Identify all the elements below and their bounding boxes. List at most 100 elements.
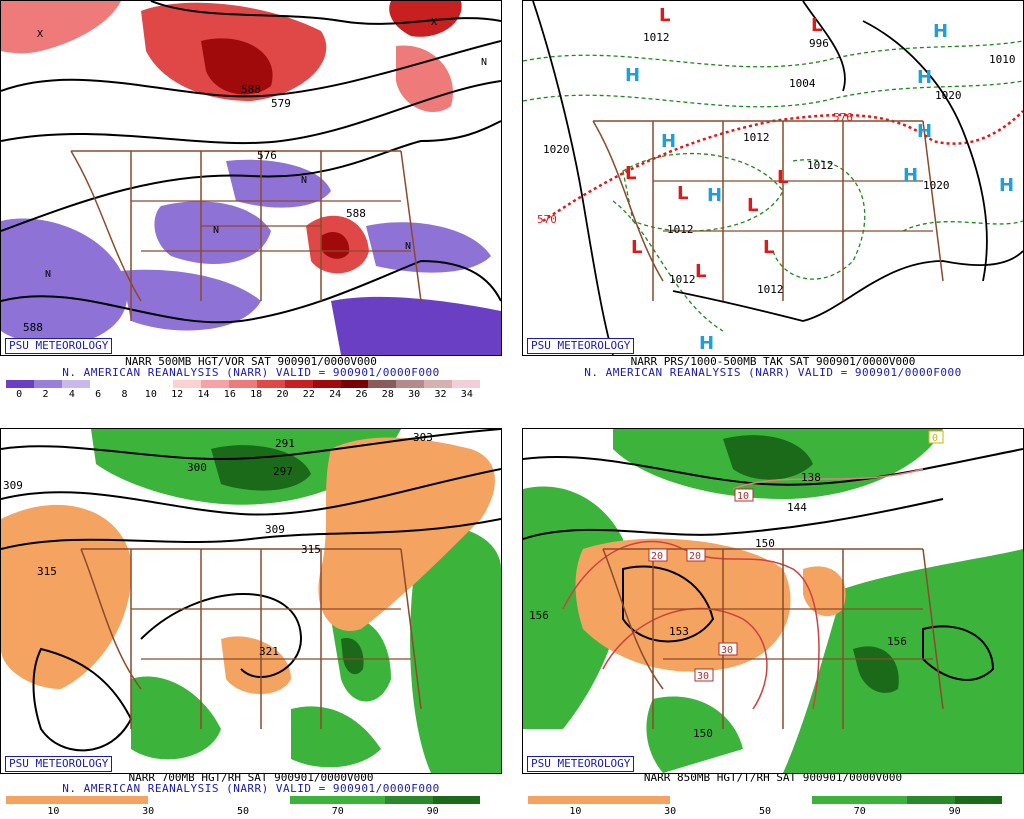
scale-swatch (452, 380, 480, 388)
scale-swatch (859, 796, 908, 804)
dry-area (221, 636, 291, 694)
temp-label: 30 (721, 645, 733, 656)
scale-swatch (575, 796, 623, 804)
scale-tick: 8 (121, 389, 128, 400)
map-canvas: 579 588 588 576 588 N N N N N X X (1, 1, 501, 355)
temp-label-box (648, 548, 668, 562)
scale-swatch (145, 380, 174, 388)
pressure-label: 1012 (667, 223, 694, 236)
height-label: 309 (3, 479, 23, 492)
symbol-n: N (45, 269, 51, 280)
reanalysis-caption: N. AMERICAN REANALYSIS (NARR) VALID = 90… (62, 366, 440, 379)
high-pressure-center: H (903, 165, 918, 186)
state-borders (80, 548, 422, 729)
scale-tick: 0 (16, 389, 23, 400)
height-label: 150 (755, 537, 775, 550)
psu-meteorology-badge: PSU METEOROLOGY (5, 338, 113, 354)
symbol-n: N (213, 225, 219, 236)
vorticity-area (389, 1, 462, 37)
panel-pressure-thickness: 1012 996 1004 1012 1020 1012 1012 1012 1… (522, 0, 1024, 402)
vorticity-min (366, 222, 491, 273)
height-contour (523, 448, 1023, 486)
vorticity-color-scale (6, 380, 480, 388)
height-contour (32, 647, 133, 752)
height-label: 309 (265, 523, 285, 536)
low-pressure-center: L (777, 167, 788, 188)
scale-tick: 70 (331, 806, 344, 817)
scale-swatch (6, 796, 54, 804)
height-contour (1, 429, 501, 461)
scale-tick: 24 (329, 389, 342, 400)
height-label: 144 (787, 501, 807, 514)
high-pressure-center: H (917, 67, 932, 88)
thickness-contour (523, 40, 1023, 68)
scale-tick: 20 (276, 389, 289, 400)
scale-swatch (195, 796, 244, 804)
scale-swatch (284, 380, 313, 388)
panel-500mb-vorticity: 579 588 588 576 588 N N N N N X X PSU ME… (0, 0, 502, 402)
height-label: 315 (37, 565, 57, 578)
scale-tick: 70 (853, 806, 866, 817)
pressure-label: 1010 (989, 53, 1016, 66)
symbol-n: N (481, 57, 487, 68)
height-label: 300 (187, 461, 207, 474)
high-pressure-center: H (699, 333, 714, 354)
scale-swatch (622, 796, 671, 804)
temp-label-box (734, 488, 754, 502)
height-label: 150 (693, 727, 713, 740)
height-contour (150, 1, 501, 25)
scale-swatch (765, 796, 813, 804)
moist-area (211, 445, 311, 491)
scale-tick: 16 (223, 389, 236, 400)
moist-area (410, 526, 501, 773)
height-label: 588 (23, 321, 43, 334)
thickness-label: 570 (537, 213, 557, 226)
chart-caption: NARR PRS/1000-500MB TAK SAT 900901/0000V… (630, 355, 916, 368)
vorticity-max (201, 38, 273, 95)
scale-tick: 32 (434, 389, 447, 400)
scale-tick: 14 (197, 389, 210, 400)
state-borders (131, 200, 411, 252)
thickness-contour (772, 159, 866, 280)
pressure-label: 1012 (643, 31, 670, 44)
temp-label: 30 (697, 671, 709, 682)
height-label: 291 (275, 437, 295, 450)
thickness-contour (612, 200, 724, 332)
scale-swatch (229, 380, 257, 388)
height-contour (140, 593, 303, 679)
height-contour (523, 498, 944, 540)
height-label: 153 (669, 625, 689, 638)
temp-label-box (686, 548, 706, 562)
chart-caption: NARR 500MB HGT/VOR SAT 900901/0000V000 (125, 355, 377, 368)
scale-tick: 4 (68, 389, 75, 400)
height-contour (1, 120, 501, 232)
scale-tick: 10 (47, 806, 60, 817)
thickness-contour (622, 153, 784, 232)
pressure-label: 996 (809, 37, 829, 50)
moist-area (291, 706, 381, 768)
pressure-label: 1012 (669, 273, 696, 286)
scale-tick: 30 (142, 806, 155, 817)
temperature-contour (562, 540, 820, 710)
reanalysis-caption: N. AMERICAN REANALYSIS (NARR) VALID = 90… (584, 366, 962, 379)
scale-tick: 2 (42, 389, 49, 400)
height-contour (1, 80, 501, 145)
isobar (672, 250, 1023, 322)
rh-scale-ticks: 10 30 50 70 90 (528, 806, 1002, 818)
height-label: 315 (301, 543, 321, 556)
temperature-contour (602, 607, 768, 710)
dry-area (575, 538, 791, 672)
temp-label: 0 (932, 433, 938, 444)
temp-label-box (694, 668, 714, 682)
height-label: 321 (259, 645, 279, 658)
psu-meteorology-badge: PSU METEOROLOGY (527, 756, 635, 772)
isobar (532, 1, 614, 355)
low-pressure-center: L (695, 261, 706, 282)
low-pressure-center: L (659, 5, 670, 26)
height-label: 156 (529, 609, 549, 622)
scale-swatch (148, 796, 196, 804)
scale-tick: 12 (171, 389, 184, 400)
scale-swatch (528, 796, 576, 804)
scale-swatch (256, 380, 285, 388)
rh-color-scale (6, 796, 481, 804)
